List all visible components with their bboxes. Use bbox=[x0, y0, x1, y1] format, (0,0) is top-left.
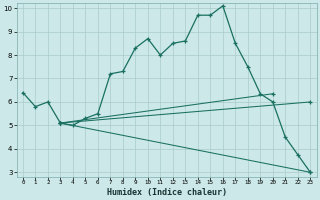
X-axis label: Humidex (Indice chaleur): Humidex (Indice chaleur) bbox=[107, 188, 227, 197]
